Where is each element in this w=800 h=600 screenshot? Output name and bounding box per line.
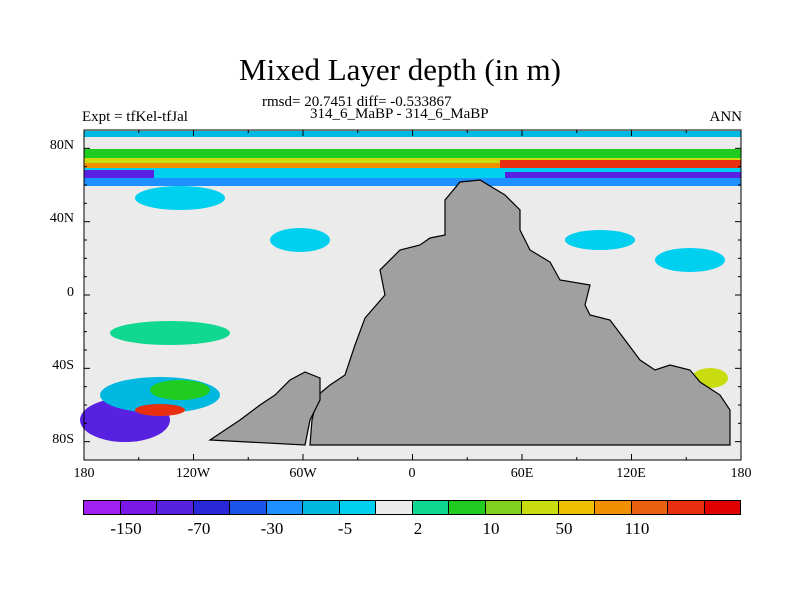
- lon-tick-label: 0: [408, 466, 416, 481]
- colorbar-label: 10: [482, 519, 500, 538]
- colorbar-box: [338, 500, 376, 515]
- figure-title: Mixed Layer depth (in m): [239, 52, 561, 87]
- lat-tick-label: 0: [67, 285, 74, 300]
- lon-tick-label: 120W: [175, 466, 211, 481]
- lat-tick-label: 40S: [52, 358, 74, 373]
- land-mask: [208, 179, 731, 446]
- colorbar-label: -70: [187, 519, 211, 538]
- patch-1: [135, 186, 225, 210]
- lat-tick-label: 80S: [52, 432, 74, 447]
- colorbar-box: [192, 500, 230, 515]
- colorbar-box: [83, 500, 121, 515]
- colorbar-box: [119, 500, 157, 515]
- colorbar-box: [411, 500, 449, 515]
- arctic-band-purple-e: [505, 172, 741, 182]
- colorbar-box: [156, 500, 194, 515]
- colorbar-box: [594, 500, 632, 515]
- lon-tick-label: 120E: [616, 466, 646, 481]
- arctic-band-cyan: [84, 168, 741, 178]
- arctic-band-orange: [84, 163, 741, 168]
- lon-tick-label: 60W: [289, 466, 317, 481]
- patch-3: [110, 321, 230, 345]
- colorbar-box: [375, 500, 413, 515]
- lon-tick-label: 180: [73, 466, 95, 481]
- stats-line: rmsd= 20.7451 diff= -0.533867: [262, 94, 452, 110]
- colorbar-box: [557, 500, 595, 515]
- colorbar-label: -5: [337, 519, 353, 538]
- colorbar-box: [448, 500, 486, 515]
- colorbar-box: [667, 500, 705, 515]
- landmass-west-peninsula: [208, 371, 321, 446]
- experiments-line: 314_6_MaBP - 314_6_MaBP: [310, 106, 489, 122]
- arctic-band-purple-w: [84, 170, 154, 180]
- southern-ocean-red: [135, 404, 185, 416]
- lat-tick-label: 80N: [49, 138, 74, 153]
- colorbar-label: 2: [413, 519, 423, 538]
- lon-tick-label: 180: [730, 466, 752, 481]
- patch-4: [565, 230, 635, 250]
- colorbar-box: [229, 500, 267, 515]
- arctic-band-red: [500, 160, 741, 169]
- colorbar-box: [302, 500, 340, 515]
- colorbar-box: [521, 500, 559, 515]
- arctic-band-yellow: [84, 158, 741, 166]
- arctic-band-blue: [84, 178, 741, 186]
- colorbar-label: -30: [260, 519, 284, 538]
- colorbar-box: [265, 500, 303, 515]
- landmass-main: [309, 179, 731, 446]
- lat-tick-label: 40N: [49, 211, 74, 226]
- colorbar-label: 110: [624, 519, 650, 538]
- patch-2: [270, 228, 330, 252]
- experiment-label: Expt = tfKel-tfJal: [82, 109, 188, 125]
- colorbar-box: [703, 500, 741, 515]
- lon-tick-label: 60E: [510, 466, 534, 481]
- colorbar-label: 50: [555, 519, 573, 538]
- colorbar-label: -150: [110, 519, 142, 538]
- season-label: ANN: [709, 109, 743, 125]
- patch-5: [655, 248, 725, 272]
- colorbar-box: [630, 500, 668, 515]
- colorbar: [83, 500, 741, 515]
- axis-ticks: [83, 129, 742, 461]
- colorbar-box: [484, 500, 522, 515]
- southern-ocean-green: [150, 380, 210, 400]
